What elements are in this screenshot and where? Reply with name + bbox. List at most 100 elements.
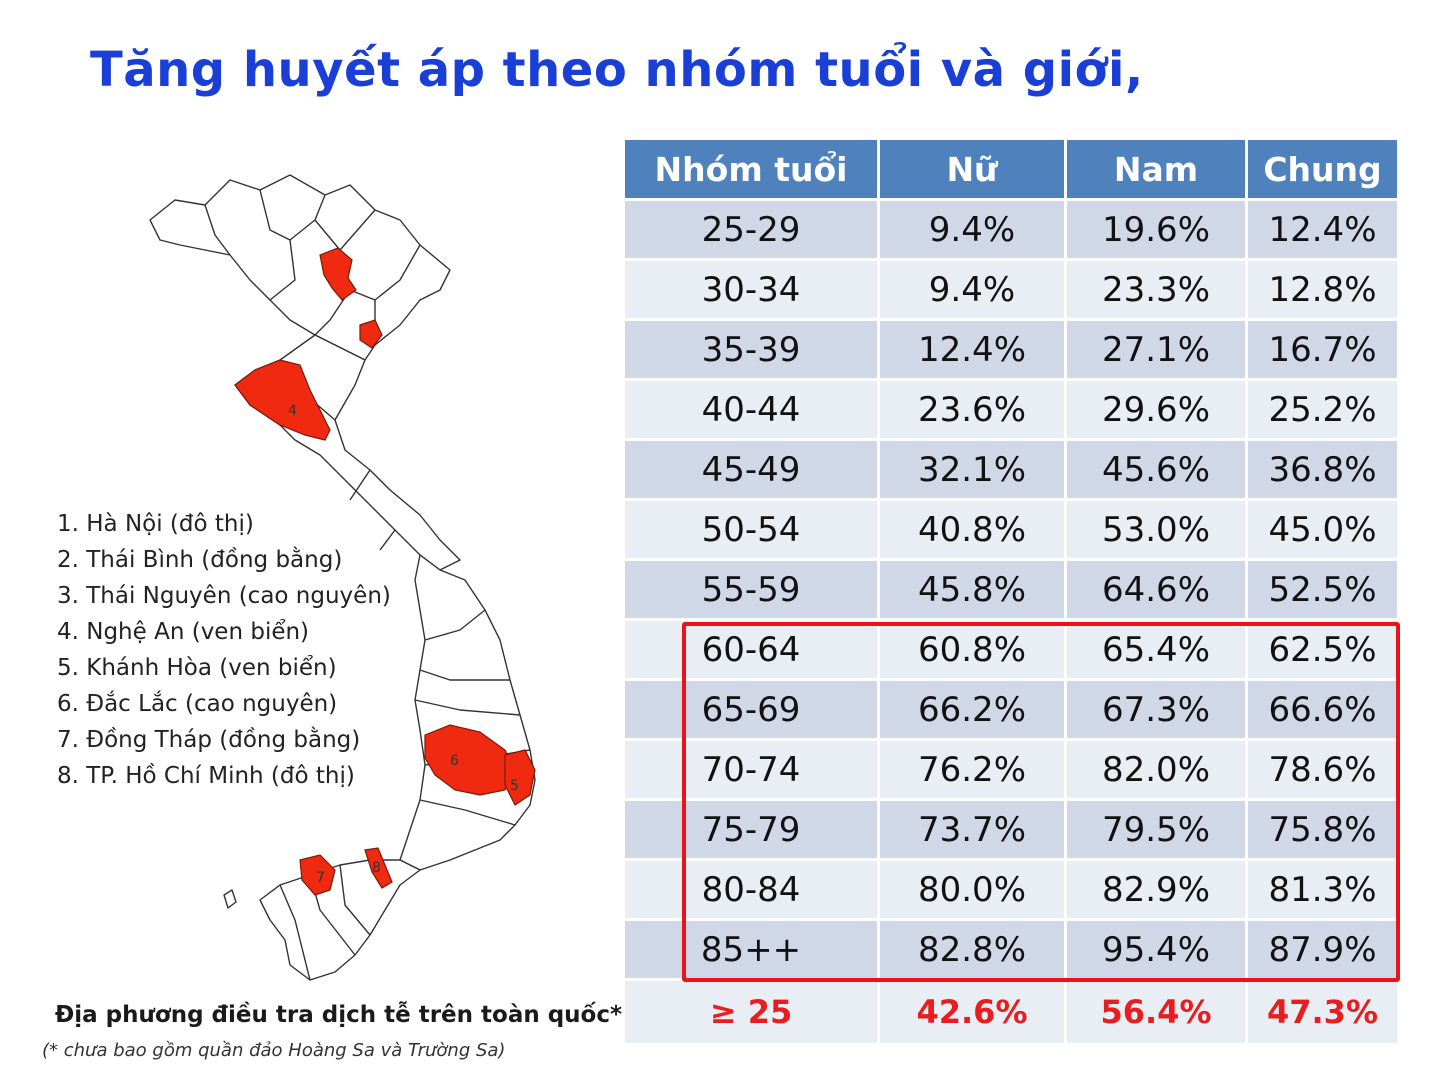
cell-overall: 62.5%	[1248, 621, 1397, 681]
cell-age-group: 55-59	[625, 561, 880, 621]
cell-age-group: 65-69	[625, 681, 880, 741]
cell-male: 79.5%	[1067, 801, 1248, 861]
cell-female: 12.4%	[880, 321, 1067, 381]
highlighted-provinces	[234, 247, 536, 896]
map-central-south	[399, 554, 536, 871]
legend-item: 8. TP. Hồ Chí Minh (đô thị)	[57, 763, 355, 789]
table-row: 50-54 40.8% 53.0% 45.0%	[625, 501, 1397, 561]
cell-male: 64.6%	[1067, 561, 1248, 621]
table-row: 30-34 9.4% 23.3% 12.8%	[625, 261, 1397, 321]
map-label-8: 8	[372, 860, 381, 876]
cell-age-group: 30-34	[625, 261, 880, 321]
cell-age-group: 50-54	[625, 501, 880, 561]
map-label-4: 4	[288, 403, 297, 419]
table-row: 40-44 23.6% 29.6% 25.2%	[625, 381, 1397, 441]
map-south-region	[259, 859, 421, 981]
legend-item: 2. Thái Bình (đồng bằng)	[57, 547, 343, 573]
province-thai-binh	[359, 319, 383, 349]
cell-overall: 16.7%	[1248, 321, 1397, 381]
total-cell-overall: 47.3%	[1248, 981, 1397, 1046]
cell-overall: 66.6%	[1248, 681, 1397, 741]
province-nghe-an	[234, 359, 331, 441]
total-cell-male: 56.4%	[1067, 981, 1248, 1046]
cell-overall: 12.4%	[1248, 201, 1397, 261]
map-label-7: 7	[316, 870, 325, 886]
cell-age-group: 70-74	[625, 741, 880, 801]
province-hcm	[364, 847, 393, 889]
header-female: Nữ	[880, 140, 1067, 201]
cell-male: 45.6%	[1067, 441, 1248, 501]
legend-item: 3. Thái Nguyên (cao nguyên)	[57, 583, 391, 609]
province-legend: 1. Hà Nội (đô thị) 2. Thái Bình (đồng bằ…	[57, 506, 391, 794]
cell-female: 32.1%	[880, 441, 1067, 501]
cell-overall: 25.2%	[1248, 381, 1397, 441]
cell-female: 9.4%	[880, 261, 1067, 321]
cell-female: 9.4%	[880, 201, 1067, 261]
legend-item: 7. Đồng Tháp (đồng bằng)	[57, 727, 361, 753]
cell-female: 40.8%	[880, 501, 1067, 561]
cell-male: 65.4%	[1067, 621, 1248, 681]
cell-male: 53.0%	[1067, 501, 1248, 561]
cell-age-group: 35-39	[625, 321, 880, 381]
legend-item: 5. Khánh Hòa (ven biển)	[57, 655, 337, 681]
table-row: 80-84 80.0% 82.9% 81.3%	[625, 861, 1397, 921]
header-overall: Chung	[1248, 140, 1397, 201]
province-thai-nguyen	[319, 247, 357, 301]
map-footnote: (* chưa bao gồm quần đảo Hoàng Sa và Trư…	[42, 1040, 506, 1061]
cell-female: 80.0%	[880, 861, 1067, 921]
province-dak-lak	[424, 724, 516, 796]
cell-age-group: 25-29	[625, 201, 880, 261]
province-khanh-hoa	[504, 749, 536, 806]
table-row: 65-69 66.2% 67.3% 66.6%	[625, 681, 1397, 741]
cell-overall: 87.9%	[1248, 921, 1397, 981]
cell-age-group: 60-64	[625, 621, 880, 681]
cell-male: 23.3%	[1067, 261, 1248, 321]
cell-overall: 12.8%	[1248, 261, 1397, 321]
cell-age-group: 85++	[625, 921, 880, 981]
cell-male: 82.0%	[1067, 741, 1248, 801]
table-row: 25-29 9.4% 19.6% 12.4%	[625, 201, 1397, 261]
map-label-5: 5	[510, 778, 519, 794]
total-cell-age-group: ≥ 25	[625, 981, 880, 1046]
cell-female: 76.2%	[880, 741, 1067, 801]
cell-female: 45.8%	[880, 561, 1067, 621]
table-row: 70-74 76.2% 82.0% 78.6%	[625, 741, 1397, 801]
cell-age-group: 45-49	[625, 441, 880, 501]
cell-overall: 78.6%	[1248, 741, 1397, 801]
cell-overall: 36.8%	[1248, 441, 1397, 501]
cell-age-group: 75-79	[625, 801, 880, 861]
hypertension-table: Nhóm tuổi Nữ Nam Chung 25-29 9.4% 19.6% 12.…	[625, 140, 1397, 1046]
cell-male: 27.1%	[1067, 321, 1248, 381]
cell-male: 29.6%	[1067, 381, 1248, 441]
header-age-group: Nhóm tuổi	[625, 140, 880, 201]
table-header-row: Nhóm tuổi Nữ Nam Chung	[625, 140, 1397, 201]
cell-female: 66.2%	[880, 681, 1067, 741]
cell-age-group: 40-44	[625, 381, 880, 441]
table-row: 55-59 45.8% 64.6% 52.5%	[625, 561, 1397, 621]
cell-male: 19.6%	[1067, 201, 1248, 261]
header-male: Nam	[1067, 140, 1248, 201]
map-north-region	[149, 174, 451, 361]
total-cell-female: 42.6%	[880, 981, 1067, 1046]
cell-age-group: 80-84	[625, 861, 880, 921]
cell-female: 82.8%	[880, 921, 1067, 981]
cell-female: 73.7%	[880, 801, 1067, 861]
cell-overall: 75.8%	[1248, 801, 1397, 861]
legend-item: 6. Đắc Lắc (cao nguyên)	[57, 691, 338, 717]
cell-female: 60.8%	[880, 621, 1067, 681]
legend-item: 1. Hà Nội (đô thị)	[57, 511, 254, 537]
legend-item: 4. Nghệ An (ven biển)	[57, 619, 310, 645]
cell-female: 23.6%	[880, 381, 1067, 441]
vietnam-map: 4 6 5 7 8	[149, 174, 536, 981]
slide-title: Tăng huyết áp theo nhóm tuổi và giới,	[90, 42, 1144, 98]
map-caption: Địa phương điều tra dịch tễ trên toàn qu…	[55, 1002, 623, 1028]
table-row: 60-64 60.8% 65.4% 62.5%	[625, 621, 1397, 681]
cell-male: 67.3%	[1067, 681, 1248, 741]
cell-overall: 45.0%	[1248, 501, 1397, 561]
table-row: 35-39 12.4% 27.1% 16.7%	[625, 321, 1397, 381]
map-label-6: 6	[450, 753, 459, 769]
table-total-row: ≥ 25 42.6% 56.4% 47.3%	[625, 981, 1397, 1046]
cell-male: 95.4%	[1067, 921, 1248, 981]
cell-overall: 81.3%	[1248, 861, 1397, 921]
